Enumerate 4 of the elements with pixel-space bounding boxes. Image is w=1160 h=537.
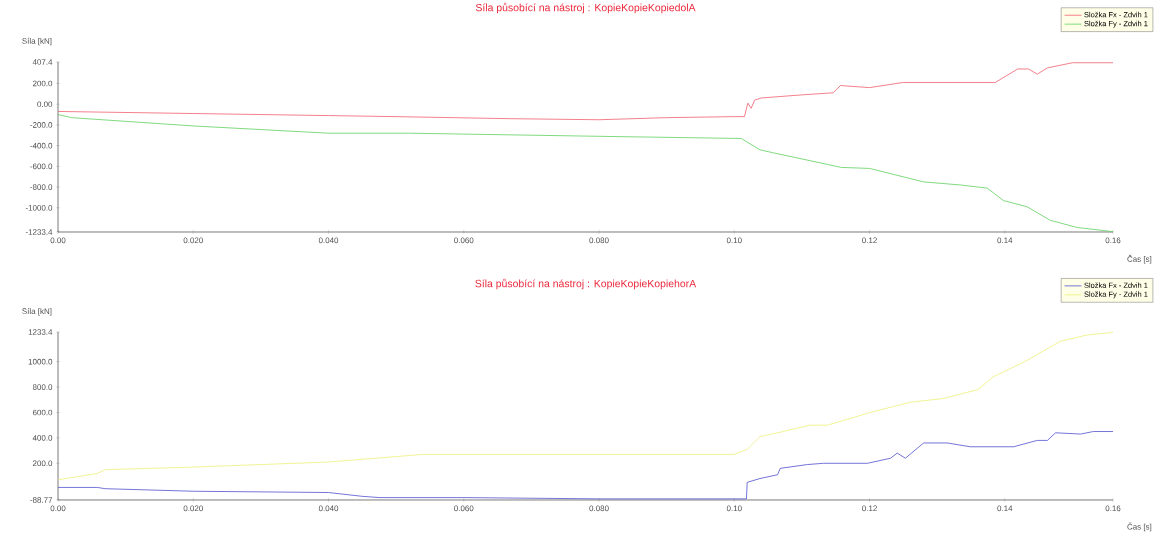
line-series bbox=[57, 332, 1114, 481]
chart-title: Síla působící na nástroj : KopieKopieKopiehorA bbox=[475, 278, 697, 290]
chart-title: Síla působící na nástroj : KopieKopieKopiedolA bbox=[475, 2, 696, 14]
line-series bbox=[57, 62, 1114, 121]
